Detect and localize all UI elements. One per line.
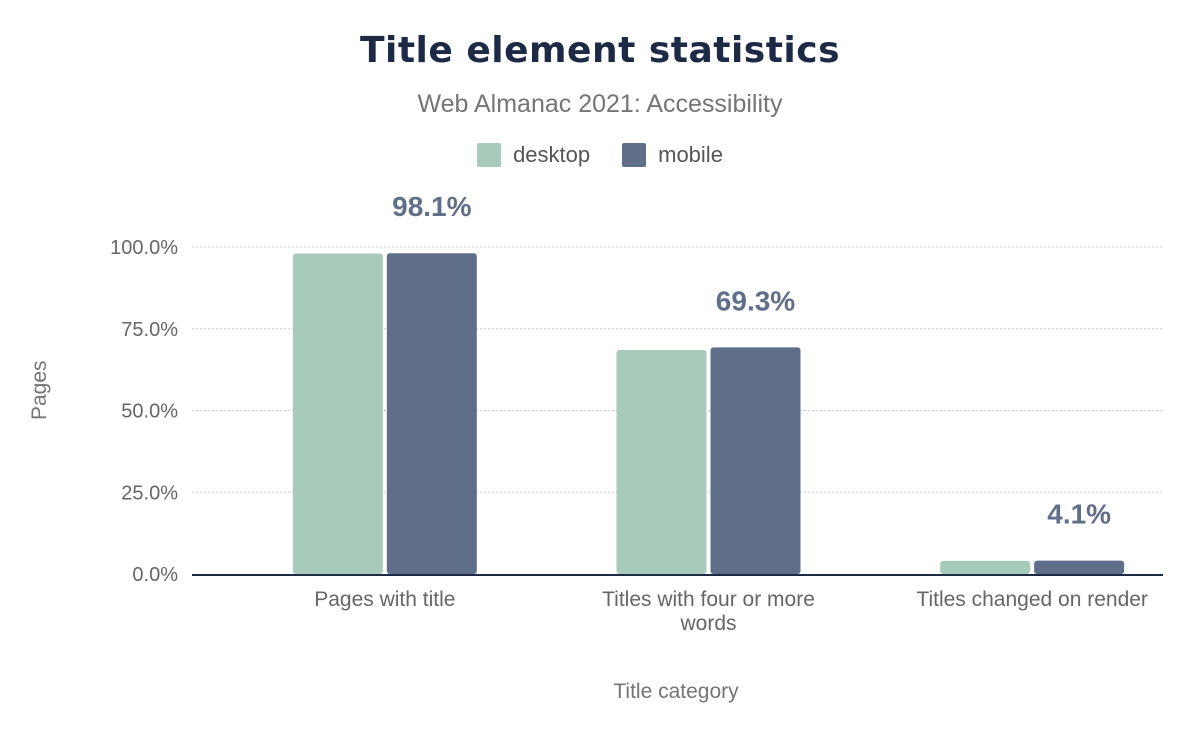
y-tick-label: 50.0% <box>121 401 178 423</box>
category-label: words <box>679 612 736 635</box>
legend: desktop mobile <box>0 142 1200 168</box>
y-tick-label: 75.0% <box>121 319 178 341</box>
category-label: Pages with title <box>314 588 455 611</box>
legend-swatch-desktop <box>477 143 502 167</box>
data-label: 4.1% <box>1047 499 1111 530</box>
y-tick-label: 0.0% <box>132 564 178 586</box>
legend-item-desktop[interactable]: desktop <box>477 142 590 168</box>
bar-mobile <box>386 253 477 574</box>
category-label: Titles with four or more <box>602 588 815 611</box>
bar-mobile <box>710 347 801 574</box>
data-label: 98.1% <box>392 191 471 222</box>
bar-mobile <box>1034 560 1125 574</box>
y-tick-label: 100.0% <box>110 237 178 259</box>
bar-desktop <box>616 350 707 574</box>
category-label: Titles changed on render <box>916 588 1148 611</box>
legend-label-mobile: mobile <box>658 142 723 167</box>
chart-subtitle: Web Almanac 2021: Accessibility <box>417 90 783 118</box>
legend-label-desktop: desktop <box>513 142 591 167</box>
legend-item-mobile[interactable]: mobile <box>622 142 723 168</box>
legend-swatch-mobile <box>622 143 647 167</box>
bar-desktop <box>292 253 383 575</box>
x-axis-label: Title category <box>613 680 739 703</box>
data-label: 69.3% <box>716 285 795 316</box>
y-tick-label: 25.0% <box>121 482 178 504</box>
bar-desktop <box>940 560 1031 574</box>
chart-title: Title element statistics <box>359 30 841 71</box>
